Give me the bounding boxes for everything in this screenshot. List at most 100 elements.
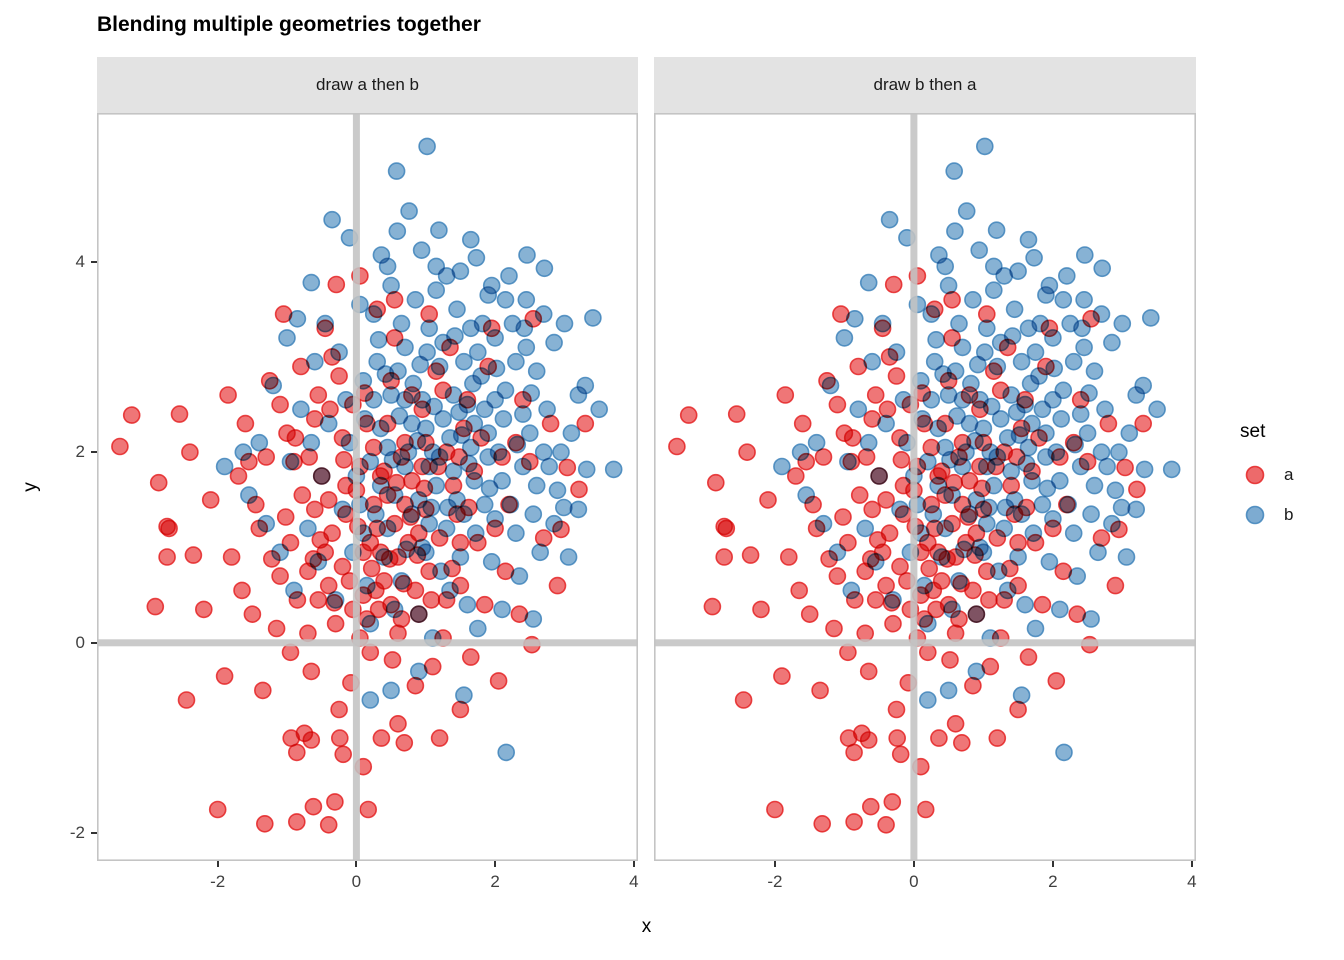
data-point-a (300, 448, 318, 466)
data-point-a (306, 500, 324, 519)
data-point-a (967, 605, 986, 624)
data-point-a (734, 691, 753, 709)
data-point-a (941, 651, 959, 669)
data-point-a (773, 667, 791, 685)
data-point-b (984, 281, 1003, 299)
data-point-a (1009, 533, 1027, 552)
data-point-a (938, 550, 957, 568)
data-point-b (1103, 333, 1121, 352)
data-point-a (281, 643, 300, 662)
data-point-b (333, 500, 352, 519)
data-point-a (1082, 310, 1100, 328)
data-point-b (507, 352, 525, 371)
data-point-b (590, 400, 609, 419)
data-point-a (219, 386, 237, 404)
x-tick-label: -2 (767, 872, 783, 891)
data-point-b (918, 691, 937, 709)
data-point-a (1030, 429, 1048, 447)
data-point-a (974, 433, 993, 452)
data-point-a (254, 681, 272, 700)
data-point-b (371, 419, 390, 438)
data-point-b (432, 562, 450, 581)
x-tick-mark (773, 861, 776, 867)
data-point-b (387, 162, 406, 180)
data-point-a (849, 357, 868, 376)
data-point-a (964, 676, 982, 695)
data-point-a (884, 275, 903, 294)
data-point-a (984, 362, 1003, 381)
data-point-b (364, 305, 383, 323)
data-point-b (1134, 376, 1153, 395)
data-point-b (409, 662, 428, 681)
data-point-a (717, 519, 736, 538)
legend-title: set (1240, 421, 1266, 442)
data-point-a (1092, 529, 1111, 547)
data-point-b (835, 329, 854, 347)
data-point-a (834, 508, 852, 526)
data-point-b (404, 374, 423, 393)
data-point-a (766, 800, 784, 819)
panel-border (654, 113, 1196, 861)
data-point-a (943, 291, 961, 309)
data-point-b (1082, 505, 1100, 524)
data-point-b (427, 476, 446, 495)
data-point-a (1002, 476, 1021, 495)
data-point-a (1019, 648, 1038, 666)
data-point-b (939, 276, 958, 295)
data-point-b (1098, 457, 1116, 476)
data-point-a (915, 414, 934, 433)
data-point-b (413, 538, 432, 557)
data-point-b (991, 410, 1010, 428)
data-point-a (862, 550, 880, 568)
data-point-b (1025, 249, 1043, 267)
x-tick-mark (1190, 861, 1193, 867)
data-point-b (1033, 495, 1052, 514)
data-point-b (584, 309, 602, 327)
data-point-b (1078, 424, 1097, 443)
data-point-a (752, 600, 770, 619)
data-point-b (559, 548, 578, 566)
data-point-b (1021, 374, 1040, 393)
y-tick-label: 0 (75, 632, 85, 652)
data-point-b (1054, 291, 1073, 309)
data-point-b (382, 681, 400, 700)
data-point-a (967, 524, 986, 543)
data-point-a (927, 600, 945, 619)
data-point-a (406, 676, 425, 695)
y-tick-label: -2 (69, 823, 85, 843)
data-point-a (1071, 390, 1090, 409)
data-point-b (458, 595, 477, 614)
data-point-a (1000, 559, 1019, 578)
data-point-a (451, 700, 470, 719)
data-point-a (331, 729, 349, 747)
data-point-b (406, 291, 425, 309)
data-point-a (372, 729, 391, 747)
data-point-b (987, 221, 1006, 239)
data-point-b (378, 257, 397, 276)
data-point-b (945, 162, 964, 180)
data-point-b (1016, 595, 1034, 614)
data-point-b (264, 376, 282, 395)
data-point-a (304, 797, 323, 816)
data-point-b (465, 414, 484, 433)
data-point-a (395, 733, 414, 752)
data-point-a (1017, 498, 1036, 517)
data-point-b (385, 600, 404, 619)
data-point-b (859, 433, 878, 452)
data-point-b (1110, 443, 1128, 462)
x-axis-title: x (641, 916, 652, 937)
data-point-a (922, 438, 941, 457)
data-point-a (276, 508, 295, 526)
data-point-b (430, 221, 448, 239)
data-point-b (501, 495, 520, 514)
data-point-a (971, 457, 989, 476)
data-point-a (981, 657, 1000, 676)
data-point-b (500, 267, 518, 285)
data-point-b (299, 519, 317, 538)
data-point-a (1037, 357, 1055, 376)
data-point-b (1050, 471, 1069, 490)
data-point-b (1085, 476, 1104, 495)
data-point-a (828, 395, 847, 414)
data-point-a (891, 429, 909, 447)
data-point-b (418, 343, 436, 361)
